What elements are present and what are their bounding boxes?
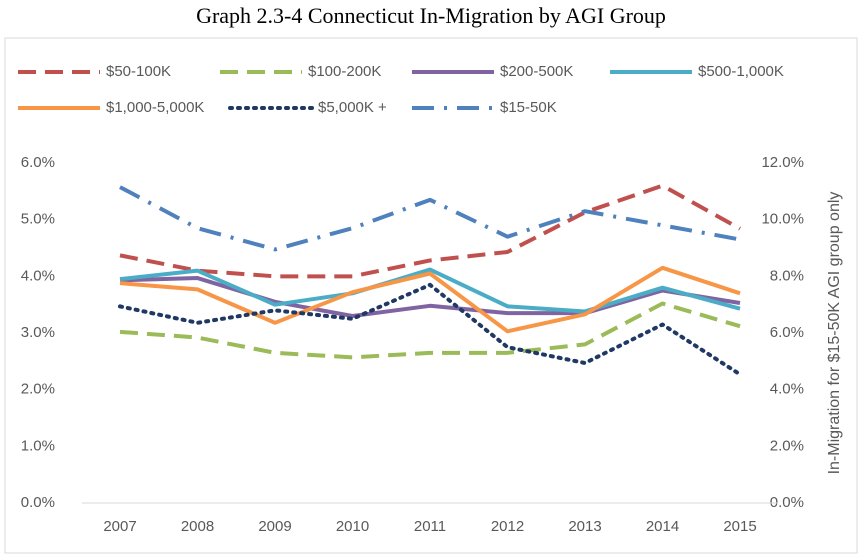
series-line	[118, 282, 742, 377]
y2-axis-label: In-Migration for $15-50K AGI group only	[826, 192, 843, 475]
series-line	[119, 185, 741, 252]
x-tick-label: 2008	[181, 518, 214, 535]
y-tick-label: 6.0%	[21, 154, 55, 171]
y2-tick-label: 2.0%	[770, 437, 804, 454]
y2-tick-label: 0.0%	[770, 494, 804, 511]
legend-label: $50-100K	[106, 63, 171, 80]
x-tick-label: 2015	[723, 518, 756, 535]
series-line	[119, 183, 741, 279]
y2-tick-label: 6.0%	[770, 324, 804, 341]
legend-label: $100-200K	[308, 63, 381, 80]
x-tick-label: 2012	[491, 518, 524, 535]
x-tick-label: 2014	[646, 518, 679, 535]
x-tick-label: 2007	[103, 518, 136, 535]
y-tick-label: 3.0%	[21, 324, 55, 341]
x-tick-label: 2011	[414, 518, 446, 535]
y-tick-label: 2.0%	[21, 381, 55, 398]
series-line	[119, 301, 741, 360]
y2-tick-label: 10.0%	[761, 211, 804, 228]
x-tick-label: 2009	[258, 518, 291, 535]
y-tick-label: 4.0%	[21, 267, 55, 284]
chart-border	[4, 37, 858, 554]
y-tick-label: 5.0%	[21, 211, 55, 228]
y-tick-label: 1.0%	[21, 437, 55, 454]
legend-label: $5,000K +	[318, 99, 387, 116]
legend-label: $1,000-5,000K	[106, 99, 204, 116]
y-tick-label: 0.0%	[21, 494, 55, 511]
chart-title: Graph 2.3-4 Connecticut In-Migration by …	[196, 3, 666, 28]
legend-label: $15-50K	[500, 99, 557, 116]
y2-tick-label: 12.0%	[761, 154, 804, 171]
x-tick-label: 2013	[568, 518, 601, 535]
series-line	[119, 267, 741, 314]
series-line	[119, 276, 741, 318]
series-line	[119, 265, 741, 334]
legend-label: $500-1,000K	[698, 63, 784, 80]
y2-tick-label: 4.0%	[770, 381, 804, 398]
legend-label: $200-500K	[500, 63, 573, 80]
y2-tick-label: 8.0%	[770, 267, 804, 284]
x-tick-label: 2010	[336, 518, 369, 535]
